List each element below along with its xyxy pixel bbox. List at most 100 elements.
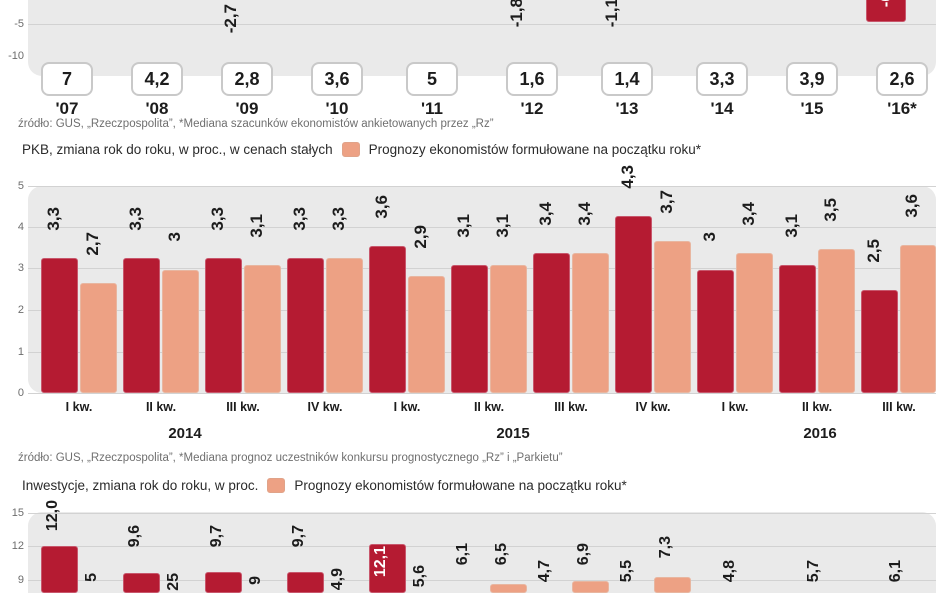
inw-ytick-15: 15 <box>11 507 24 519</box>
pkb-bar-light-label-11: 3,6 <box>902 194 921 218</box>
pkb-bar-dark-label-6: 3,1 <box>454 214 473 238</box>
inw-bar-dark-label-4: 9,7 <box>290 525 307 548</box>
pkb-bar-dark-11 <box>861 290 898 393</box>
pkb-bar-dark-label-3: 3,3 <box>208 207 227 231</box>
pkb-xtick-q7: III kw. <box>554 400 588 414</box>
pkb-bar-light-label-7: 3,4 <box>575 202 594 226</box>
forecast-box-2008: 4,2 <box>131 62 183 96</box>
pkb-ytick-2: 2 <box>17 304 24 316</box>
pkb-bar-light-3 <box>244 265 281 393</box>
inw-bar-light-label-8: 7,3 <box>657 536 674 559</box>
pkb-bar-dark-label-2: 3,3 <box>126 207 145 231</box>
inw-bar-light-label-6: 6,5 <box>493 543 510 566</box>
pkb-ytick-5: 5 <box>17 180 24 192</box>
pkb-year-group-2014: 2014 <box>168 425 202 442</box>
pkb-xtick-q5: I kw. <box>393 400 421 414</box>
top-chart-gridline-minus5 <box>28 24 936 25</box>
pkb-bar-dark-9 <box>697 270 734 393</box>
pkb-bar-dark-3 <box>205 258 242 393</box>
pkb-section-title: PKB, zmiana rok do roku, w proc., w cena… <box>22 142 333 157</box>
inw-bar-light-label-1: 5 <box>83 573 100 582</box>
pkb-bar-light-4 <box>326 258 363 393</box>
pkb-bar-light-8 <box>654 241 691 393</box>
pkb-xtick-q9: I kw. <box>721 400 749 414</box>
top-chart-xtick-2007: '07 <box>55 99 79 118</box>
inwestycje-chart-plate <box>28 512 936 593</box>
pkb-xtick-q6: II kw. <box>473 400 505 414</box>
inw-bar-dark-label-7: 4,7 <box>536 560 553 583</box>
pkb-section-header: PKB, zmiana rok do roku, w proc., w cena… <box>22 142 701 157</box>
pkb-bar-light-label-5: 2,9 <box>411 225 430 249</box>
top-chart-bar-label-2016: -6,4 <box>876 0 895 7</box>
inw-bar-dark-label-6: 6,1 <box>454 543 471 566</box>
pkb-bar-light-7 <box>572 253 609 393</box>
inw-bar-light-label-5: 5,6 <box>411 565 428 588</box>
pkb-bar-dark-7 <box>533 253 570 393</box>
inw-gridline-9 <box>28 580 936 581</box>
pkb-bar-light-label-2: 3 <box>165 232 184 242</box>
inw-bar-dark-label-10: 5,7 <box>805 560 822 583</box>
inw-bar-dark-4 <box>287 572 324 593</box>
pkb-xtick-q10: II kw. <box>801 400 833 414</box>
pkb-xtick-q8: IV kw. <box>635 400 671 414</box>
pkb-xtick-q3: III kw. <box>226 400 260 414</box>
pkb-bar-light-9 <box>736 253 773 393</box>
pkb-bar-light-6 <box>490 265 527 393</box>
inw-bar-light-8 <box>654 577 691 593</box>
forecast-box-2012: 1,6 <box>506 62 558 96</box>
pkb-bar-light-label-3: 3,1 <box>247 214 266 238</box>
pkb-bar-dark-5 <box>369 246 406 393</box>
pkb-year-group-2015: 2015 <box>496 425 530 442</box>
pkb-bar-dark-10 <box>779 265 816 393</box>
pkb-bar-dark-label-7: 3,4 <box>536 202 555 226</box>
inw-gridline-15 <box>28 513 936 514</box>
inw-bar-light-label-3: 9 <box>247 576 264 585</box>
pkb-ytick-0: 0 <box>17 387 24 399</box>
pkb-bar-light-label-6: 3,1 <box>493 214 512 238</box>
inw-bar-dark-label-3: 9,7 <box>208 525 225 548</box>
pkb-bar-light-label-1: 2,7 <box>83 232 102 256</box>
pkb-source: źródło: GUS, „Rzeczpospolita”, *Mediana … <box>18 452 563 464</box>
pkb-bar-dark-2 <box>123 258 160 393</box>
inw-bar-dark-label-8: 5,5 <box>618 560 635 583</box>
legend-swatch-icon <box>341 142 360 157</box>
top-chart-ytick-minus5: -5 <box>14 18 24 30</box>
pkb-legend-label: Prognozy ekonomistów formułowane na pocz… <box>368 142 702 157</box>
inw-bar-light-label-4: 4,9 <box>329 568 346 591</box>
inw-bar-dark-label-5: 12,1 <box>372 546 389 578</box>
inw-bar-light-7 <box>572 581 609 593</box>
pkb-bar-dark-8 <box>615 216 652 393</box>
inw-bar-light-label-2: 25 <box>165 573 182 591</box>
inw-bar-dark-label-2: 9,6 <box>126 525 143 548</box>
top-chart-xtick-2013: '13 <box>615 99 639 118</box>
top-chart-xtick-2015: '15 <box>800 99 824 118</box>
pkb-bar-light-11 <box>900 245 936 393</box>
forecast-box-2010: 3,6 <box>311 62 363 96</box>
pkb-bar-dark-label-11: 2,5 <box>864 239 883 263</box>
top-chart-bar-2016 <box>866 0 906 22</box>
top-chart-bar-label-2012: -1,8 <box>507 0 526 28</box>
forecast-box-2015: 3,9 <box>786 62 838 96</box>
top-chart-bar-label-2013: -1,1 <box>602 0 621 28</box>
pkb-bar-dark-6 <box>451 265 488 393</box>
top-chart-xtick-2011: '11 <box>420 99 443 118</box>
inw-bar-dark-5 <box>369 544 406 593</box>
pkb-gridline-5 <box>28 186 936 187</box>
legend-swatch-icon-2 <box>267 478 286 493</box>
inw-bar-dark-label-9: 4,8 <box>721 560 738 583</box>
inwestycje-legend-label: Prognozy ekonomistów formułowane na pocz… <box>294 478 627 493</box>
inw-bar-dark-2 <box>123 573 160 593</box>
pkb-year-group-2016: 2016 <box>803 425 837 442</box>
inw-gridline-12 <box>28 546 936 547</box>
top-chart-xtick-2010: '10 <box>325 99 349 118</box>
inw-bar-dark-label-11: 6,1 <box>887 560 904 583</box>
top-chart-bar-label-2009: -2,7 <box>221 4 240 34</box>
pkb-gridline-0 <box>28 393 936 394</box>
top-chart-xtick-2009: '09 <box>235 99 259 118</box>
inw-ytick-12: 12 <box>11 540 24 552</box>
pkb-bar-light-label-4: 3,3 <box>329 207 348 231</box>
inw-bar-light-6 <box>490 584 527 593</box>
pkb-bar-light-label-8: 3,7 <box>657 190 676 214</box>
pkb-bar-light-5 <box>408 276 445 393</box>
